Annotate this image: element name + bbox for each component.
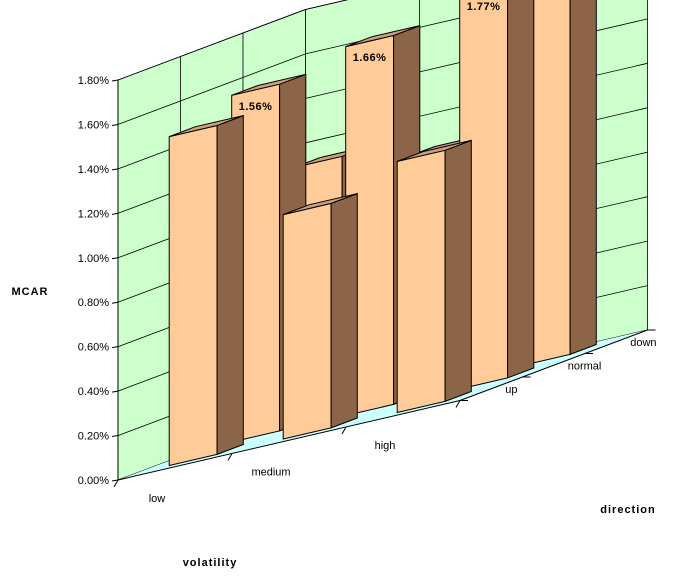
x-tick-labels: low medium high bbox=[149, 440, 396, 505]
y-tick-labels: up normal down bbox=[505, 337, 656, 396]
bar-side-face bbox=[444, 139, 472, 403]
y-tick-label: down bbox=[630, 337, 656, 349]
z-tick-label: 1.00% bbox=[78, 253, 109, 265]
z-tick-label: 1.20% bbox=[78, 208, 109, 220]
y-tick-label: up bbox=[505, 384, 517, 396]
bar-side-face bbox=[216, 114, 244, 456]
data-labels: 1.76%1.56%1.66%1.77% bbox=[239, 1, 501, 113]
z-tick-labels: 0.00% 0.20% 0.40% 0.60% 0.80% 1.00% 1.20% 1.40%… bbox=[78, 75, 109, 487]
z-tick bbox=[111, 212, 119, 215]
z-tick bbox=[111, 123, 119, 126]
z-tick-label: 0.80% bbox=[78, 297, 109, 309]
bars bbox=[168, 0, 597, 467]
bar-top-face bbox=[231, 73, 306, 96]
z-tick-label: 1.80% bbox=[78, 75, 109, 87]
bar bbox=[282, 192, 358, 440]
x-tick bbox=[455, 400, 461, 408]
bar bbox=[168, 114, 244, 467]
z-tick-label: 1.40% bbox=[78, 164, 109, 176]
z-tick bbox=[111, 346, 119, 349]
y-axis-title: direction bbox=[600, 504, 655, 516]
z-tick-label: 0.20% bbox=[78, 431, 109, 443]
z-tick bbox=[111, 390, 119, 393]
y-axis-line bbox=[459, 329, 648, 401]
z-tick-label: 0.60% bbox=[78, 342, 109, 354]
bar-front-face bbox=[396, 149, 446, 414]
data-label: 1.66% bbox=[353, 52, 387, 64]
data-label: 1.77% bbox=[467, 1, 501, 13]
z-tick bbox=[111, 479, 119, 482]
x-axis-title: volatility bbox=[183, 557, 238, 569]
z-tick-label: 1.60% bbox=[78, 119, 109, 131]
bar-top-face bbox=[345, 25, 420, 48]
x-tick bbox=[227, 453, 233, 461]
x-tick bbox=[113, 479, 119, 488]
z-tick bbox=[111, 435, 119, 438]
x-tick-label: low bbox=[149, 493, 166, 505]
z-tick-label: 0.00% bbox=[78, 475, 109, 487]
axes bbox=[111, 79, 656, 488]
z-tick bbox=[111, 301, 119, 304]
y-tick-label: normal bbox=[568, 360, 602, 372]
z-tick-label: 0.40% bbox=[78, 386, 109, 398]
x-tick-label: medium bbox=[251, 466, 290, 478]
x-tick bbox=[341, 426, 347, 435]
bar-top-face bbox=[283, 193, 358, 216]
data-label: 1.56% bbox=[239, 101, 273, 113]
x-axis-line bbox=[117, 400, 461, 481]
bar-side-face bbox=[569, 0, 597, 356]
bar-side-face bbox=[507, 0, 535, 379]
bar-top-face bbox=[397, 139, 472, 162]
bar bbox=[396, 139, 472, 414]
bar-top-face bbox=[169, 115, 244, 138]
x-tick-label: high bbox=[375, 440, 396, 452]
z-tick bbox=[111, 168, 119, 171]
z-tick bbox=[111, 257, 119, 260]
z-axis-title: MCAR bbox=[12, 286, 49, 298]
z-tick bbox=[111, 79, 119, 82]
bar-front-face bbox=[168, 124, 218, 467]
bar-front-face bbox=[282, 202, 332, 440]
bar-side-face bbox=[330, 192, 358, 429]
